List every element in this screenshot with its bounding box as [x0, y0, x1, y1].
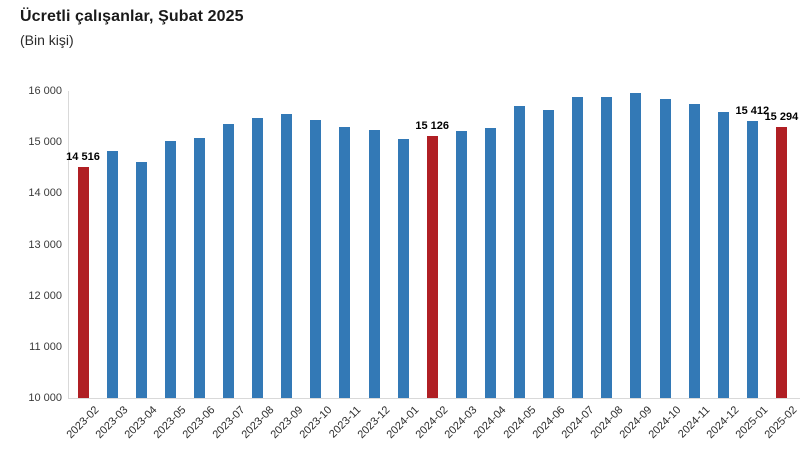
y-axis-tick-label: 12 000 [28, 289, 62, 302]
bar-highlighted-2025-02 [775, 127, 787, 398]
bar-2024-10 [659, 98, 671, 398]
bar-2023-06 [193, 138, 205, 398]
y-axis-tick-label: 13 000 [28, 238, 62, 251]
bar-2023-03 [106, 150, 118, 398]
bar-highlighted-2023-02 [77, 166, 89, 398]
bar-2024-08 [601, 97, 613, 398]
bar-2023-04 [135, 162, 147, 398]
y-axis-line [68, 91, 69, 399]
bar-2025-01 [746, 121, 758, 398]
bar-value-label-2024-02: 15 126 [415, 119, 450, 132]
bar-2024-07 [572, 96, 584, 398]
bar-2024-04 [484, 127, 496, 398]
y-axis-tick-label: 10 000 [28, 392, 62, 404]
y-axis-tick-label: 14 000 [28, 187, 62, 200]
plot-area [69, 91, 800, 398]
chart-title: Ücretli çalışanlar, Şubat 2025 [20, 8, 244, 25]
bar-2024-11 [688, 104, 700, 398]
bar-2024-12 [717, 111, 729, 398]
bar-2024-09 [630, 92, 642, 398]
bar-2024-06 [543, 110, 555, 398]
bar-value-label-2025-02: 15 294 [764, 111, 799, 124]
bar-value-label-2023-02: 14 516 [66, 150, 100, 163]
bar-2023-08 [252, 117, 264, 398]
bar-2024-05 [514, 106, 525, 398]
bar-2023-07 [223, 123, 234, 398]
y-axis-tick-label: 15 000 [28, 136, 62, 149]
bar-2023-12 [368, 129, 380, 398]
bar-2023-09 [281, 113, 293, 398]
x-axis-line [68, 398, 800, 399]
bar-2023-10 [310, 120, 322, 398]
y-axis-tick-label: 11 000 [29, 340, 62, 353]
chart-subtitle: (Bin kişi) [20, 32, 74, 48]
bar-2023-05 [164, 141, 176, 398]
bar-2023-11 [339, 127, 351, 398]
bar-2024-03 [455, 131, 467, 398]
y-axis-tick-label: 16 000 [28, 85, 62, 97]
bar-2024-01 [397, 139, 409, 398]
bar-value-label-2025-01: 15 412 [735, 105, 770, 118]
bar-highlighted-2024-02 [426, 135, 438, 398]
